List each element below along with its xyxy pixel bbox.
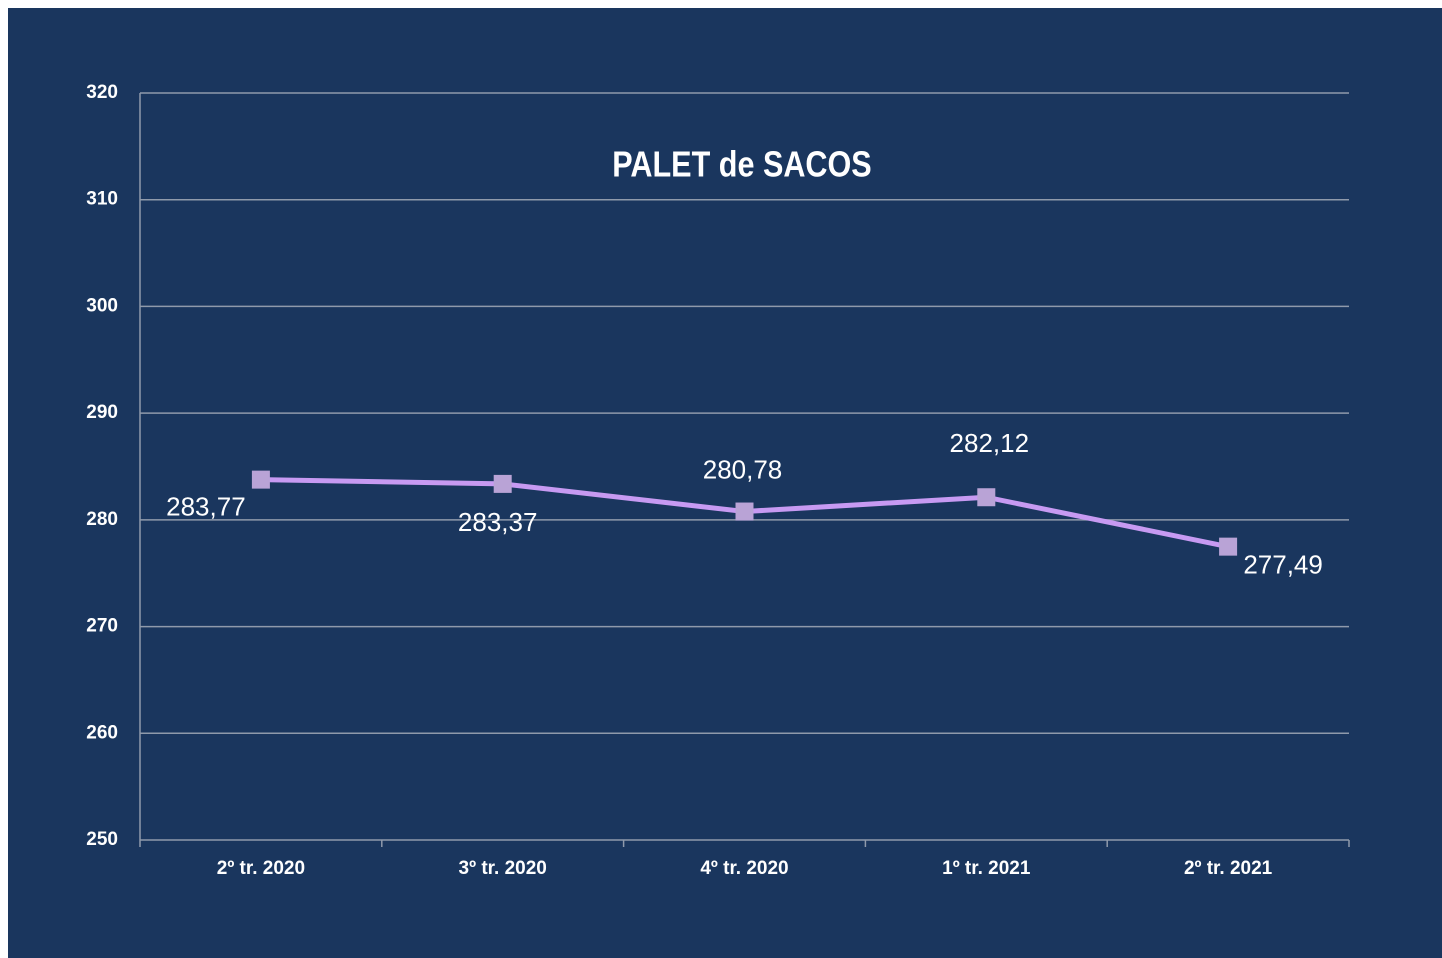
background <box>8 8 1442 958</box>
marker <box>977 488 996 507</box>
y-tick-label: 320 <box>86 82 118 103</box>
data-label: 277,49 <box>1243 550 1323 580</box>
x-tick-label: 2º tr. 2020 <box>217 858 305 879</box>
x-tick-label: 3º tr. 2020 <box>459 858 547 879</box>
data-label: 282,12 <box>950 428 1030 458</box>
x-tick-label: 4º tr. 2020 <box>700 858 788 879</box>
y-tick-label: 290 <box>86 402 118 423</box>
data-label: 283,77 <box>166 492 246 522</box>
data-label: 280,78 <box>703 454 783 484</box>
y-tick-label: 250 <box>86 829 118 850</box>
x-tick-label: 2º tr. 2021 <box>1184 858 1273 879</box>
marker <box>493 474 512 493</box>
marker <box>251 470 270 489</box>
marker <box>1219 537 1238 556</box>
y-tick-label: 280 <box>86 509 118 530</box>
y-tick-label: 260 <box>86 722 118 743</box>
x-tick-label: 1º tr. 2021 <box>942 858 1031 879</box>
y-tick-label: 310 <box>86 189 118 210</box>
y-tick-label: 300 <box>86 295 118 316</box>
chart-title: PALET de SACOS <box>612 145 871 185</box>
y-tick-label: 270 <box>86 616 118 637</box>
data-label: 283,37 <box>458 507 538 537</box>
marker <box>735 502 754 521</box>
